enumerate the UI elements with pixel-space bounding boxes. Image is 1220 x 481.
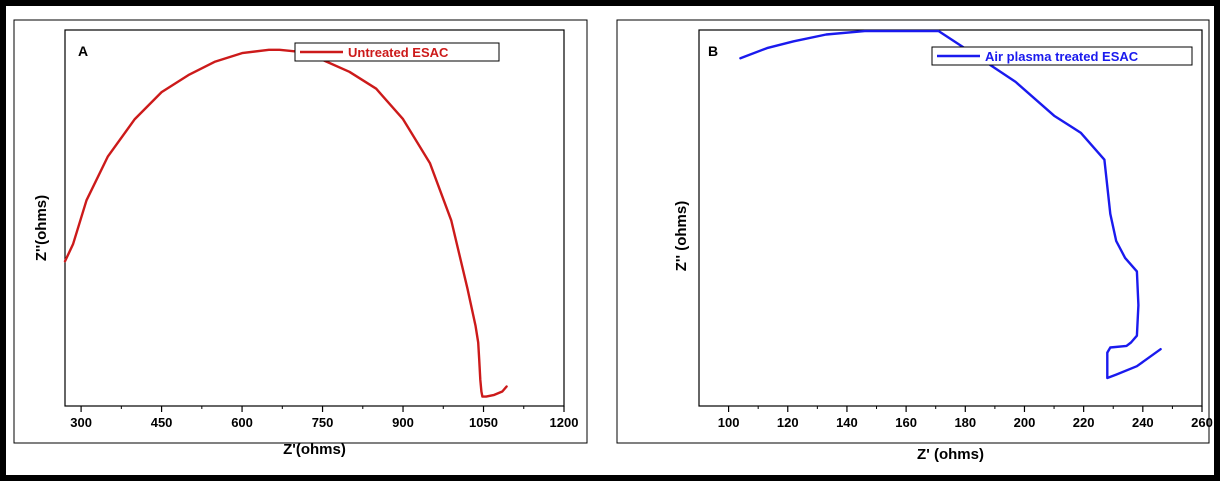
panel-b-x-tick-label: 240 [1132, 415, 1154, 430]
panel-a-series-line [63, 48, 508, 398]
panel-b-series-line [739, 29, 1162, 380]
panel-b-x-tick-label: 160 [895, 415, 917, 430]
figure-svg: 300 450 600 750 900 1050 1200 Z'(ohms) Z''(ohms)… [13, 19, 1213, 463]
panel-b-x-tick-label: 140 [836, 415, 858, 430]
panel-b-x-tick-label: 200 [1014, 415, 1036, 430]
panel-b-x-tick-label: 220 [1073, 415, 1095, 430]
panel-a-letter: A [78, 43, 88, 59]
figure-frame: 300 450 600 750 900 1050 1200 Z'(ohms) Z''(ohms)… [6, 6, 1214, 475]
panel-a-x-tick-label: 300 [70, 415, 92, 430]
panel-b-x-tick-label: 120 [777, 415, 799, 430]
panel-a-legend-label: Untreated ESAC [348, 45, 449, 60]
panel-a-x-tick-label: 1050 [469, 415, 498, 430]
panel-a-x-axis-title: Z'(ohms) [283, 441, 346, 458]
panel-b-x-axis-title: Z' (ohms) [917, 446, 984, 463]
panel-b-plot-area [698, 29, 1203, 407]
panel-a-x-tick-label: 750 [312, 415, 334, 430]
panel-b-x-tick-label: 180 [954, 415, 976, 430]
panel-a-border [13, 19, 588, 444]
panel-b-letter: B [708, 43, 718, 59]
panel-b-x-tick-label: 260 [1191, 415, 1213, 430]
panel-a-plot-area [64, 29, 565, 407]
panel-a-y-axis-title: Z''(ohms) [33, 195, 50, 261]
panel-b-border [616, 19, 1210, 444]
panel-b-x-tick-label: 100 [718, 415, 740, 430]
panel-a-x-tick-label: 1200 [550, 415, 579, 430]
panel-a-legend-box [294, 42, 500, 62]
panel-b-y-axis-title: Z'' (ohms) [673, 201, 690, 271]
panel-a-x-tick-label: 600 [231, 415, 253, 430]
panel-a-x-tick-label: 450 [151, 415, 173, 430]
panel-a-x-tick-label: 900 [392, 415, 414, 430]
panel-b-legend-label: Air plasma treated ESAC [985, 49, 1139, 64]
panel-b-legend-box [931, 46, 1193, 66]
